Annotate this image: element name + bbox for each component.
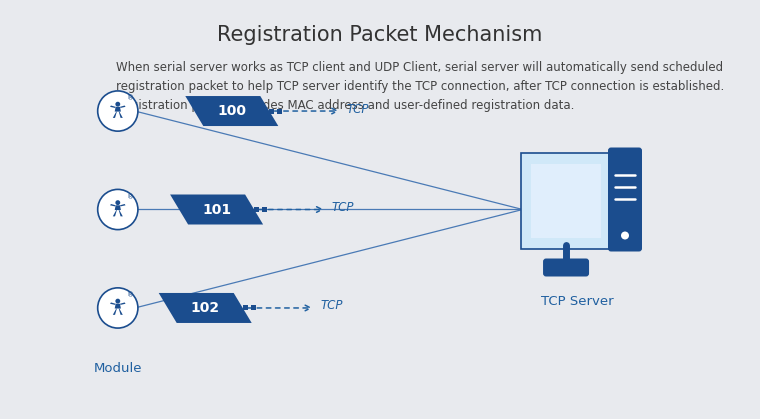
Circle shape — [116, 102, 120, 106]
Bar — [242, 305, 248, 310]
Polygon shape — [119, 111, 123, 118]
Circle shape — [98, 91, 138, 131]
Polygon shape — [120, 106, 125, 108]
Polygon shape — [120, 303, 125, 305]
Polygon shape — [112, 308, 117, 315]
Circle shape — [98, 288, 138, 328]
Text: TCP Server: TCP Server — [541, 295, 614, 308]
Polygon shape — [119, 308, 123, 315]
Text: 100: 100 — [217, 104, 246, 118]
Polygon shape — [185, 96, 278, 126]
Text: When serial server works as TCP client and UDP Client, serial server will automa: When serial server works as TCP client a… — [116, 61, 724, 112]
Circle shape — [98, 189, 138, 230]
Text: Module: Module — [93, 362, 142, 375]
Polygon shape — [159, 293, 252, 323]
Text: 102: 102 — [191, 301, 220, 315]
FancyBboxPatch shape — [608, 147, 642, 251]
Polygon shape — [112, 210, 117, 216]
Polygon shape — [110, 106, 116, 108]
Polygon shape — [170, 194, 263, 225]
Circle shape — [621, 232, 629, 240]
Bar — [262, 207, 267, 212]
Circle shape — [116, 299, 120, 303]
Text: Registration Packet Mechanism: Registration Packet Mechanism — [217, 25, 543, 45]
Text: TCP: TCP — [320, 300, 343, 313]
Polygon shape — [119, 210, 123, 216]
Polygon shape — [110, 303, 116, 305]
Text: 101: 101 — [202, 202, 231, 217]
Text: TCP: TCP — [331, 201, 354, 214]
Polygon shape — [115, 107, 121, 111]
Bar — [251, 305, 255, 310]
Circle shape — [116, 200, 120, 205]
Polygon shape — [112, 111, 117, 118]
Polygon shape — [120, 204, 125, 207]
Text: ®: ® — [127, 194, 134, 200]
Text: ®: ® — [127, 96, 134, 101]
FancyBboxPatch shape — [531, 165, 601, 238]
Bar — [269, 109, 274, 114]
FancyBboxPatch shape — [543, 259, 589, 277]
FancyBboxPatch shape — [521, 153, 611, 249]
Polygon shape — [115, 304, 121, 308]
Bar — [277, 109, 282, 114]
Polygon shape — [115, 205, 121, 210]
Polygon shape — [110, 204, 116, 207]
Text: ®: ® — [127, 292, 134, 298]
Text: TCP: TCP — [347, 103, 369, 116]
Bar — [254, 207, 259, 212]
